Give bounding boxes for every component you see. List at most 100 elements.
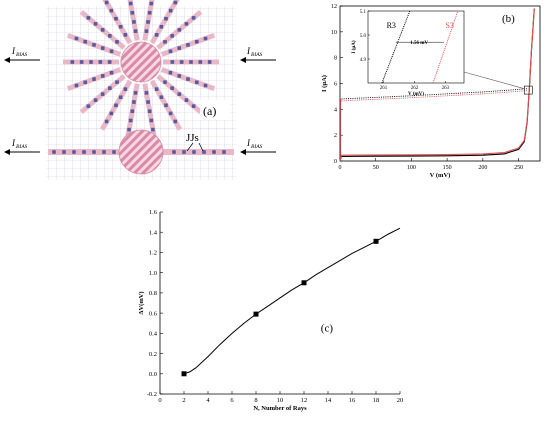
junction bbox=[92, 43, 96, 47]
x-tick-label: 14 bbox=[325, 397, 332, 404]
y-tick-label: 12 bbox=[331, 4, 337, 10]
y-tick-label: 8 bbox=[334, 56, 337, 62]
x-tick-label: 0 bbox=[158, 397, 161, 404]
svg-text:I: I bbox=[11, 46, 16, 56]
y-tick-label: 4 bbox=[334, 107, 337, 113]
y-tick-label: 6 bbox=[334, 82, 337, 88]
x-axis-label: N, Number of Rays bbox=[253, 405, 307, 412]
junction bbox=[114, 103, 118, 108]
junction bbox=[194, 39, 199, 44]
bias-arrow-right-top: I BIAS bbox=[240, 46, 276, 63]
data-point bbox=[253, 311, 259, 317]
junction bbox=[173, 119, 178, 124]
junction bbox=[89, 60, 93, 64]
junction bbox=[177, 92, 182, 96]
x-tick-label: 50 bbox=[373, 165, 379, 171]
junction bbox=[186, 77, 190, 81]
junction bbox=[159, 24, 164, 29]
junction bbox=[109, 8, 114, 13]
ray bbox=[66, 32, 122, 57]
junction bbox=[100, 92, 105, 96]
junction bbox=[147, 10, 152, 15]
junction bbox=[108, 34, 112, 38]
x-tick-label: 18 bbox=[373, 397, 380, 404]
junction bbox=[170, 86, 174, 90]
panel-c-label: (c) bbox=[321, 322, 334, 334]
inset-annotation: 1.56 mV bbox=[410, 41, 428, 46]
junction bbox=[62, 150, 66, 154]
junction bbox=[144, 91, 149, 95]
y-tick-label: 0.6 bbox=[149, 310, 158, 317]
junction bbox=[128, 118, 133, 123]
x-tick-label: 12 bbox=[301, 397, 308, 404]
central-island-top bbox=[120, 41, 162, 83]
junction bbox=[192, 150, 196, 154]
ray bbox=[79, 74, 126, 115]
junction bbox=[130, 109, 135, 114]
iv-curve-line bbox=[339, 8, 535, 162]
inset-r3-label: R3 bbox=[387, 21, 396, 30]
ray bbox=[156, 9, 203, 50]
junction bbox=[151, 127, 155, 132]
junction bbox=[168, 8, 173, 13]
x-tick-label: 6 bbox=[230, 397, 234, 404]
zoom-arrow bbox=[463, 71, 525, 89]
jj-label: JJs bbox=[186, 132, 199, 144]
iv-curve-chart: 0 50 100 150 200 250 0 2 4 6 8 10 12 V (mV) I (µA) (b) 2… bbox=[321, 4, 541, 179]
panel-a-label-bg bbox=[200, 100, 230, 120]
ray bbox=[102, 0, 133, 45]
junction bbox=[170, 60, 175, 64]
junction bbox=[123, 87, 128, 91]
y-tick-label: 1.2 bbox=[149, 250, 157, 257]
junction bbox=[179, 60, 184, 64]
zoom-box bbox=[523, 85, 533, 95]
svg-text:I: I bbox=[11, 138, 16, 148]
junction bbox=[83, 80, 88, 85]
inset-y-tick-label: 5.0 bbox=[360, 34, 367, 39]
junction bbox=[130, 10, 135, 15]
x-tick-label: 100 bbox=[407, 165, 416, 171]
junction bbox=[186, 43, 190, 47]
return-branch-line bbox=[341, 88, 528, 100]
junction bbox=[118, 24, 123, 29]
y-tick-label: 0.4 bbox=[149, 331, 158, 338]
ray bbox=[66, 67, 122, 92]
junction bbox=[118, 95, 123, 100]
svg-text:I: I bbox=[246, 138, 251, 148]
central-island-bottom bbox=[118, 129, 164, 175]
bias-arrow-left-top: I BIAS bbox=[4, 46, 40, 63]
x-tick-label: 10 bbox=[277, 397, 284, 404]
x-tick-label: 150 bbox=[443, 165, 452, 171]
iv-curve-panel: 0 50 100 150 200 250 0 2 4 6 8 10 12 V (mV) I (µA) (b) 2… bbox=[314, 0, 550, 182]
junction bbox=[93, 98, 98, 102]
svg-text:BIAS: BIAS bbox=[16, 144, 28, 150]
junction bbox=[100, 74, 105, 78]
junction bbox=[114, 16, 118, 21]
fit-curve-line bbox=[183, 227, 401, 375]
y-tick-label: 0.8 bbox=[149, 290, 157, 297]
ray bbox=[127, 0, 140, 41]
inset-y-tick-label: 4.9 bbox=[360, 58, 367, 63]
junction bbox=[109, 111, 114, 116]
x-tick-label: 200 bbox=[478, 165, 487, 171]
junction bbox=[163, 40, 167, 44]
junction bbox=[92, 77, 96, 81]
delta-v-panel: 0 2 4 6 8 10 12 14 16 18 20 -0.2 0.0 0.2 0.4 0.6 0.8 1.0 1… bbox=[138, 204, 408, 417]
junction bbox=[74, 36, 79, 41]
inset-frame bbox=[367, 10, 465, 84]
radial-rays bbox=[63, 0, 219, 140]
junction bbox=[82, 150, 86, 154]
ray bbox=[156, 74, 203, 115]
ray bbox=[63, 59, 119, 65]
y-tick-label: 1.4 bbox=[149, 229, 158, 236]
junction bbox=[123, 33, 128, 37]
y-tick-label: 1.6 bbox=[149, 209, 158, 216]
x-axis-label: V (mV) bbox=[430, 172, 451, 179]
ray bbox=[163, 59, 219, 65]
bias-arrow-right-bottom: I BIAS bbox=[240, 138, 276, 155]
junction bbox=[164, 16, 168, 21]
junction bbox=[198, 60, 203, 64]
junction bbox=[70, 60, 75, 64]
junction bbox=[149, 118, 154, 123]
inset-s3-label: S3 bbox=[445, 21, 453, 30]
